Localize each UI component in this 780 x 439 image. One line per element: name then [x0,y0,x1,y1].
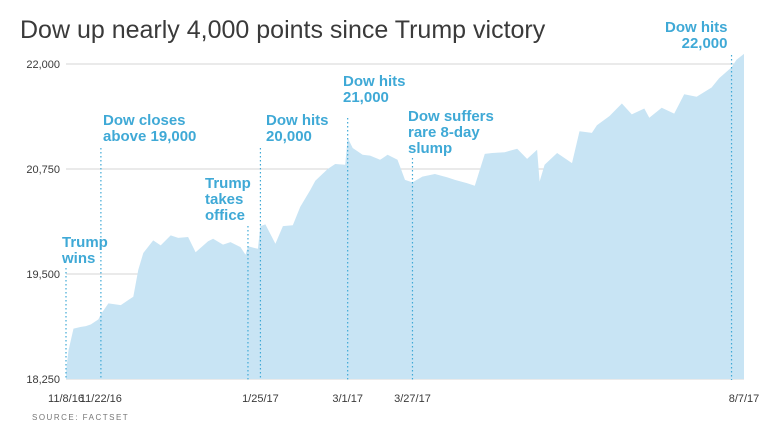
annotation-line-text: 21,000 [343,89,389,106]
annotation-label: Trump wins [62,235,108,267]
x-tick-label: 11/22/16 [80,393,122,405]
annotation-label: Dow closes above 19,000 [103,113,196,145]
x-tick-label: 1/25/17 [242,393,279,405]
annotation-lines [65,55,733,380]
annotation-line-text: Dow closes [103,112,186,129]
annotation-line-text: 20,000 [266,128,312,145]
chart-title: Dow up nearly 4,000 points since Trump v… [20,16,546,44]
y-tick-label: 20,750 [26,164,60,176]
y-tick-label: 18,250 [26,374,60,386]
annotation-line-text: 22,000 [681,35,728,52]
annotation-label: Trump takes office [205,176,251,224]
annotation-line-text: wins [62,250,96,267]
annotation-line-text: Trump [205,175,251,192]
x-tick-label: 11/8/16 [48,393,84,405]
annotation-line-text: above 19,000 [103,128,197,145]
annotation-line-text: rare 8-day [408,124,480,141]
dow-area-series [66,53,744,380]
y-axis: 18,250 19,500 20,750 22,000 [26,59,60,386]
annotation-label: Dow hits 22,000 [665,20,728,52]
annotation-line-text: slump [408,140,453,157]
y-tick-label: 19,500 [26,269,60,281]
annotation-line-text: Dow hits [266,112,329,129]
annotation-label: Dow suffers rare 8-day slump [408,109,494,157]
annotation-line-text: Dow suffers [408,108,494,125]
annotation-label: Dow hits 20,000 [266,113,329,145]
x-tick-label: 3/1/17 [332,393,363,405]
annotation-line-text: Dow hits [665,19,728,36]
annotation-line-text: takes [205,191,244,208]
x-tick-label: 8/7/17 [729,393,760,405]
area-layer [66,53,744,380]
x-tick-label: 3/27/17 [394,393,431,405]
annotation-line-text: Dow hits [343,73,406,90]
y-tick-label: 22,000 [26,59,60,71]
annotation-line-text: Trump [62,234,108,251]
source-note: SOURCE: FACTSET [32,413,130,422]
annotation-label: Dow hits 21,000 [343,74,406,106]
annotation-line-text: office [205,207,246,224]
